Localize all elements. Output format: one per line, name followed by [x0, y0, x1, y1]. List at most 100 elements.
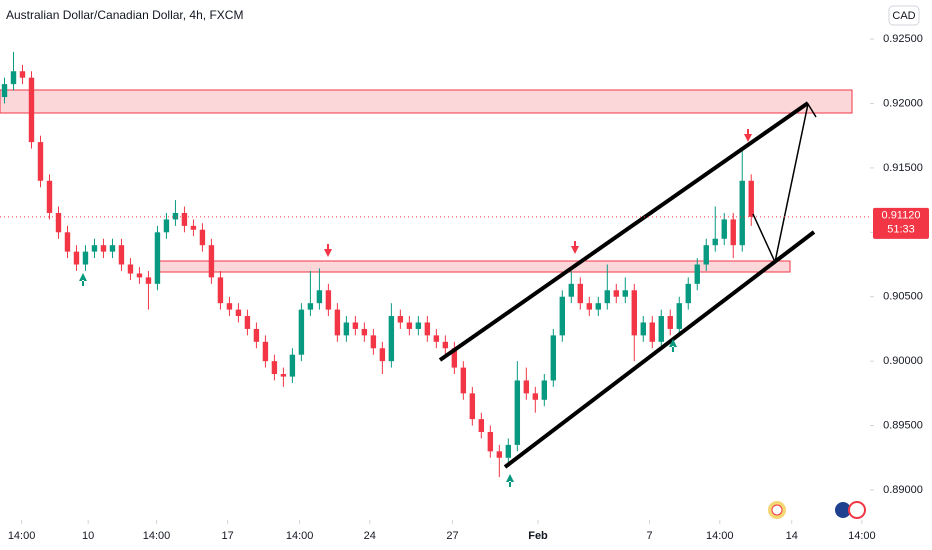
candle-body	[100, 245, 107, 252]
candle-body	[280, 374, 287, 377]
x-tick-label: 14:00	[848, 530, 876, 542]
chart-title: Australian Dollar/Canadian Dollar, 4h, F…	[6, 8, 243, 22]
candle-body	[298, 309, 305, 355]
candle-body	[622, 290, 628, 297]
candle-body	[37, 142, 44, 181]
down-arrow	[324, 244, 332, 257]
candle-body	[640, 322, 646, 336]
candle-body	[28, 77, 35, 143]
candle-body	[505, 444, 512, 458]
candle-body	[109, 245, 116, 252]
y-tick-label: 0.92000	[883, 97, 923, 109]
x-tick-label: 14:00	[8, 530, 36, 542]
candle-body	[649, 322, 655, 342]
candle-body	[271, 361, 278, 375]
candle-body	[550, 335, 557, 381]
candle-body	[532, 393, 539, 400]
candle-body	[748, 180, 754, 217]
candle-body	[46, 180, 53, 213]
y-tick-label: 0.91500	[883, 162, 923, 174]
candle-body	[136, 273, 143, 278]
candle-body	[676, 303, 682, 329]
y-tick-label: 0.90000	[883, 355, 923, 367]
upper-trendline	[438, 101, 810, 362]
candles	[1, 51, 754, 478]
candle-body	[334, 309, 341, 336]
candle-body	[127, 264, 134, 274]
candle-body	[433, 335, 440, 342]
y-tick-label: 0.89500	[883, 419, 923, 431]
candle-body	[325, 290, 332, 310]
candle-body	[307, 303, 314, 310]
candle-body	[595, 303, 601, 310]
candle-body	[469, 393, 476, 420]
x-tick-label: 14	[786, 530, 798, 542]
y-tick-label: 0.92500	[883, 33, 923, 45]
currency-button[interactable]	[888, 5, 920, 26]
candle-body	[352, 322, 359, 329]
up-arrow	[669, 339, 677, 352]
candle-body	[190, 225, 197, 230]
lower-trendline	[503, 230, 816, 469]
candle-body	[424, 322, 431, 336]
candle-body	[154, 232, 161, 284]
candle-body	[181, 212, 188, 226]
candle-body	[586, 303, 592, 310]
x-tick-label: 14:00	[143, 530, 171, 542]
candle-body	[163, 219, 170, 233]
candle-body	[55, 212, 62, 233]
candle-body	[226, 303, 233, 310]
candle-body	[208, 245, 215, 278]
down-arrow	[744, 129, 752, 142]
drawings	[79, 101, 817, 487]
candle-body	[388, 316, 395, 362]
candle-body	[343, 322, 350, 336]
x-tick-label: 14:00	[706, 530, 734, 542]
candle-body	[199, 229, 206, 246]
candle-body	[631, 290, 637, 336]
projection-arrow	[752, 103, 809, 265]
candle-body	[442, 341, 449, 349]
candle-body	[118, 245, 125, 265]
event-icons	[768, 501, 866, 519]
candle-body	[730, 219, 736, 246]
candle-body	[694, 264, 700, 284]
candle-body	[10, 71, 17, 85]
candle-body	[262, 341, 269, 362]
x-tick-label: 27	[446, 530, 458, 542]
up-arrow	[79, 273, 87, 286]
candle-body	[739, 180, 745, 246]
candle-body	[73, 251, 80, 265]
x-tick-label: Feb	[528, 530, 548, 542]
candle-body	[541, 380, 548, 400]
last-price-label: 0.91120	[882, 210, 921, 222]
candle-body	[145, 277, 152, 284]
candle-body	[604, 290, 610, 304]
resistance-zone	[0, 89, 853, 114]
candle-body	[91, 245, 98, 252]
x-tick-label: 17	[221, 530, 233, 542]
candle-body	[658, 316, 664, 342]
candle-body	[253, 328, 260, 342]
candle-body	[460, 367, 467, 394]
candle-body	[235, 309, 242, 317]
candle-body	[721, 219, 727, 239]
candle-body	[451, 348, 458, 368]
event-icon	[848, 501, 866, 519]
up-arrow	[506, 474, 514, 487]
candle-body	[397, 316, 404, 323]
candle-body	[514, 380, 521, 445]
candle-body	[379, 348, 386, 362]
candle-body	[370, 335, 377, 349]
candle-body	[478, 419, 485, 433]
candle-body	[523, 380, 530, 394]
candle-body	[1, 84, 8, 98]
candle-body	[712, 238, 718, 246]
candle-body	[316, 290, 323, 304]
currency: CAD	[892, 10, 915, 22]
last-price-box	[873, 207, 929, 239]
event-icon	[835, 502, 851, 518]
down-arrow	[571, 241, 579, 254]
candle-body	[244, 316, 251, 329]
